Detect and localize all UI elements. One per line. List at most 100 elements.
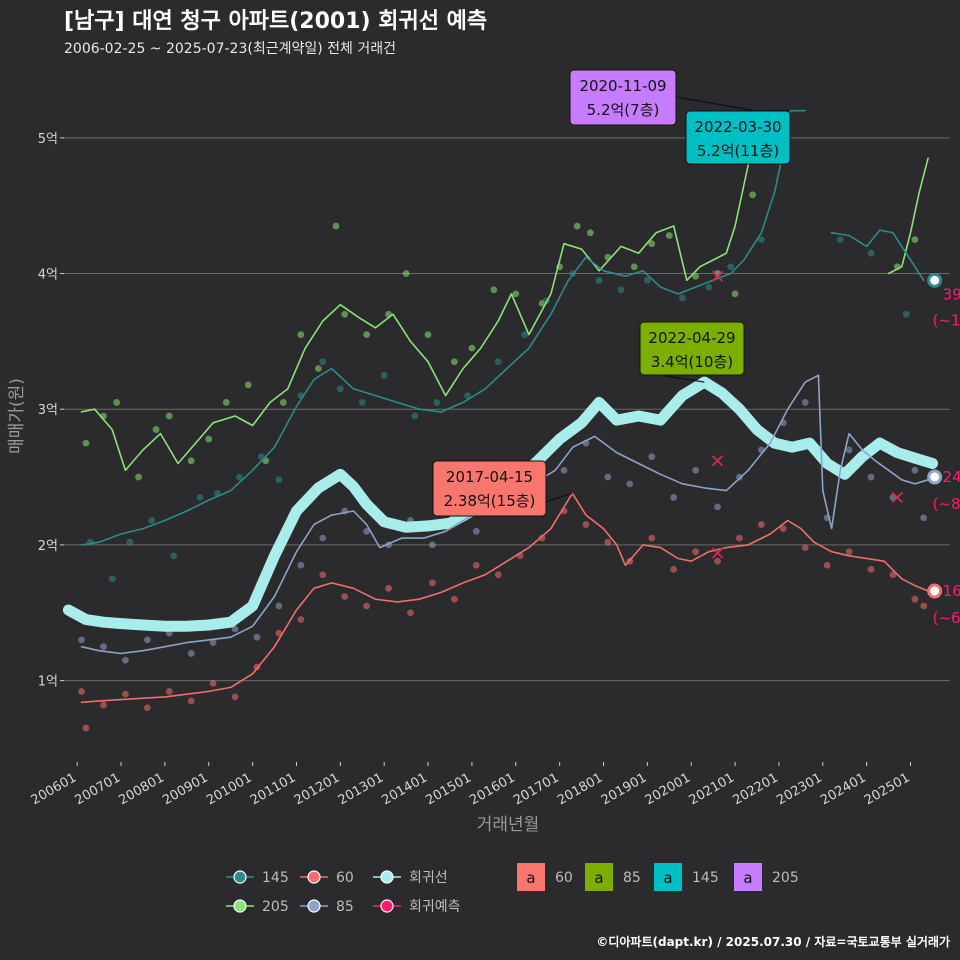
cross-mark xyxy=(711,455,724,467)
legend-label: 205 xyxy=(772,870,799,886)
legend-label: 회귀선 xyxy=(409,870,448,886)
scatter-point-145 xyxy=(867,249,875,257)
legend-box-box60: a 60 xyxy=(517,863,573,891)
scatter-point-205 xyxy=(665,232,673,239)
scatter-point-205 xyxy=(648,240,656,248)
scatter-point-145 xyxy=(358,399,366,406)
y-tick-label: 5억 xyxy=(38,132,58,147)
scatter-point-60 xyxy=(692,548,700,556)
scatter-point-85 xyxy=(275,602,283,610)
scatter-point-60 xyxy=(143,704,151,712)
chart-title: [남구] 대연 청구 아파트(2001) 회귀선 예측 xyxy=(64,9,487,34)
scatter-point-60 xyxy=(538,534,546,542)
legend-swatch-dot xyxy=(233,870,247,884)
x-tick-label: 202001 xyxy=(643,770,693,808)
cross-mark-stroke xyxy=(891,491,904,504)
scatter-point-145 xyxy=(336,385,344,393)
legend-swatch-dot xyxy=(233,899,247,913)
scatter-point-205 xyxy=(341,310,349,318)
x-tick-label: 202201 xyxy=(730,770,780,808)
y-tick-label: 1억 xyxy=(38,675,58,690)
scatter-point-60 xyxy=(779,525,787,533)
scatter-point-145 xyxy=(643,276,651,284)
legend-box-glyph: a xyxy=(743,869,752,887)
scatter-point-145 xyxy=(757,236,765,244)
x-tick-label: 202101 xyxy=(687,770,737,808)
scatter-point-85 xyxy=(714,503,721,511)
scatter-point-85 xyxy=(920,514,928,522)
scatter-point-85 xyxy=(429,541,436,549)
x-tick-label: 200801 xyxy=(116,770,166,808)
annotation-price: 3.4억(10층) xyxy=(651,353,733,371)
scatter-point-60 xyxy=(319,571,327,579)
scatter-point-85 xyxy=(231,625,239,633)
annotation-date: 2022-03-30 xyxy=(694,118,781,136)
chart-subtitle: 2006-02-25 ~ 2025-07-23(최근계약일) 전체 거래건 xyxy=(64,41,396,57)
legend-item-s60: 60 xyxy=(300,870,354,886)
scatter-point-145 xyxy=(433,399,441,406)
scatter-point-60 xyxy=(845,548,853,556)
scatter-point-60 xyxy=(275,629,283,637)
scatter-point-205 xyxy=(424,331,432,338)
legend-item-regression: 회귀선 xyxy=(373,870,448,886)
legend-box-glyph: a xyxy=(526,869,535,887)
prediction-value: 24,967 xyxy=(943,468,960,486)
scatter-point-85 xyxy=(209,639,217,646)
scatter-point-60 xyxy=(889,571,897,579)
scatter-point-145 xyxy=(494,358,502,366)
legend-box-box85: a 85 xyxy=(585,863,641,891)
scatter-point-85 xyxy=(867,473,875,481)
scatter-point-205 xyxy=(402,270,410,277)
scatter-point-145 xyxy=(705,283,713,291)
series-line-145 xyxy=(80,109,807,546)
legend-box-glyph: a xyxy=(663,869,672,887)
scatter-point-145 xyxy=(464,392,471,400)
legend-label: 85 xyxy=(336,899,354,915)
legend-label: 205 xyxy=(262,899,289,915)
legend-box-glyph: a xyxy=(594,869,603,887)
x-tick-label: 201601 xyxy=(467,770,517,808)
series-line-85 xyxy=(80,374,929,655)
scatter-point-145 xyxy=(679,294,686,302)
x-tick-label: 202301 xyxy=(774,770,824,808)
annotation-box xyxy=(685,110,791,165)
cross-mark xyxy=(891,491,904,504)
annotation-leader xyxy=(659,374,705,383)
annotation-date: 2022-04-29 xyxy=(648,329,735,347)
prediction-point xyxy=(927,583,943,599)
scatter-point-205 xyxy=(244,381,252,389)
scatter-points xyxy=(78,148,928,732)
x-tick-label: 200701 xyxy=(73,770,123,808)
cross-mark-stroke xyxy=(711,455,724,467)
legend-label: 85 xyxy=(623,870,641,886)
legend-swatch-dot xyxy=(380,899,394,913)
scatter-point-145 xyxy=(196,494,204,501)
scatter-point-205 xyxy=(314,365,322,372)
scatter-point-205 xyxy=(749,191,757,199)
series-line-60 xyxy=(80,492,929,704)
scatter-point-85 xyxy=(472,527,480,535)
legend-box-box145: a 145 xyxy=(654,863,719,891)
scatter-point-85 xyxy=(626,480,634,488)
prediction-points: 39,500 (~145㎡) 24,967 (~85㎡) 16,633 (~60㎡) xyxy=(927,272,960,627)
scatter-point-145 xyxy=(727,263,735,271)
scatter-point-60 xyxy=(714,557,721,565)
scatter-point-205 xyxy=(222,399,230,406)
annotation-price: 5.2억(7층) xyxy=(587,101,660,119)
scatter-point-60 xyxy=(911,595,919,603)
scatter-point-205 xyxy=(586,229,594,237)
annotation-205: 2020-11-09 5.2억(7층) xyxy=(569,69,755,126)
y-tick-label: 2억 xyxy=(38,539,58,554)
scatter-point-205 xyxy=(630,263,638,271)
grid xyxy=(64,137,950,682)
y-tick-label: 4억 xyxy=(38,268,58,283)
annotation-60: 2017-04-15 2.38억(15층) xyxy=(432,460,573,517)
scatter-point-85 xyxy=(648,453,656,461)
series-line-145 xyxy=(830,229,925,282)
scatter-point-60 xyxy=(757,521,765,528)
legend: 145 60 회귀선 205 85 회귀예측 a 60 a 85 a 145 a 205 xyxy=(226,863,799,915)
prediction-area: (~60㎡) xyxy=(933,609,960,627)
legend-item-s85: 85 xyxy=(300,899,354,915)
cross-mark xyxy=(711,270,724,282)
x-tick-label: 201701 xyxy=(511,770,561,808)
